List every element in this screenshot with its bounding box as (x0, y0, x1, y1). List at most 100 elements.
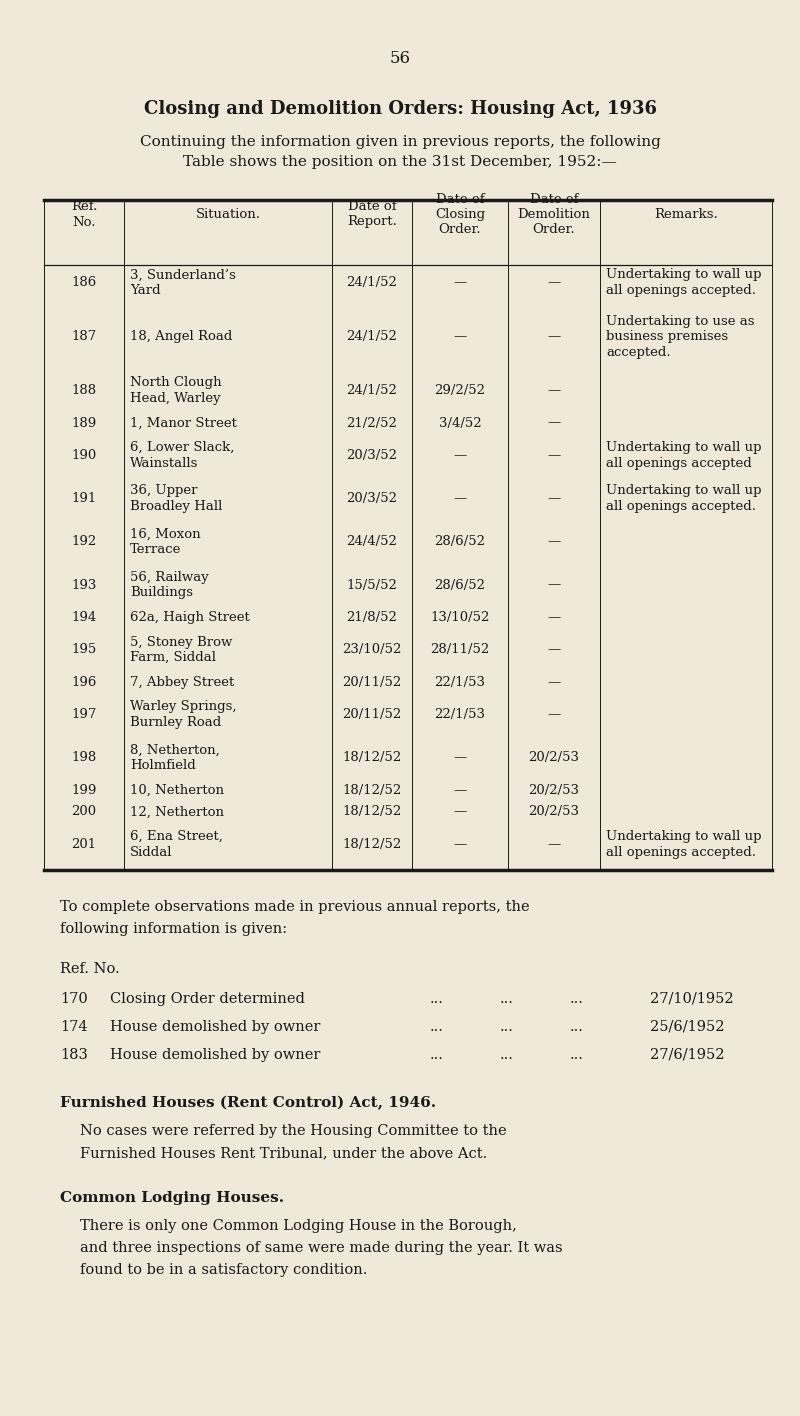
Text: —: — (547, 384, 561, 396)
Text: Undertaking to wall up
all openings accepted: Undertaking to wall up all openings acce… (606, 442, 762, 470)
Text: 22/1/53: 22/1/53 (434, 708, 486, 721)
Text: No cases were referred by the Housing Committee to the: No cases were referred by the Housing Co… (80, 1124, 506, 1138)
Text: 24/4/52: 24/4/52 (346, 535, 398, 548)
Text: —: — (454, 784, 466, 797)
Text: 20/2/53: 20/2/53 (529, 806, 579, 818)
Text: Ref. No.: Ref. No. (60, 961, 120, 976)
Text: 197: 197 (71, 708, 97, 721)
Text: Warley Springs,
Burnley Road: Warley Springs, Burnley Road (130, 701, 237, 729)
Text: 3, Sunderland’s
Yard: 3, Sunderland’s Yard (130, 269, 236, 297)
Text: 199: 199 (71, 784, 97, 797)
Text: 20/11/52: 20/11/52 (342, 675, 402, 688)
Text: Common Lodging Houses.: Common Lodging Houses. (60, 1191, 284, 1205)
Text: —: — (547, 535, 561, 548)
Text: 18/12/52: 18/12/52 (342, 752, 402, 765)
Text: 5, Stoney Brow
Farm, Siddal: 5, Stoney Brow Farm, Siddal (130, 636, 232, 664)
Text: 18/12/52: 18/12/52 (342, 838, 402, 851)
Text: 198: 198 (71, 752, 97, 765)
Text: found to be in a satisfactory condition.: found to be in a satisfactory condition. (80, 1263, 367, 1277)
Text: Undertaking to wall up
all openings accepted.: Undertaking to wall up all openings acce… (606, 830, 762, 858)
Text: 6, Lower Slack,
Wainstalls: 6, Lower Slack, Wainstalls (130, 442, 234, 470)
Text: 20/3/52: 20/3/52 (346, 493, 398, 506)
Text: ...: ... (500, 1020, 514, 1034)
Text: 25/6/1952: 25/6/1952 (650, 1020, 725, 1034)
Text: 18, Angel Road: 18, Angel Road (130, 330, 232, 343)
Text: —: — (547, 449, 561, 462)
Text: —: — (454, 449, 466, 462)
Text: Undertaking to wall up
all openings accepted.: Undertaking to wall up all openings acce… (606, 484, 762, 513)
Text: North Clough
Head, Warley: North Clough Head, Warley (130, 377, 222, 405)
Text: ...: ... (430, 1020, 444, 1034)
Text: 192: 192 (71, 535, 97, 548)
Text: 21/2/52: 21/2/52 (346, 416, 398, 429)
Text: 20/3/52: 20/3/52 (346, 449, 398, 462)
Text: There is only one Common Lodging House in the Borough,: There is only one Common Lodging House i… (80, 1219, 517, 1233)
Text: 191: 191 (71, 493, 97, 506)
Text: 28/11/52: 28/11/52 (430, 643, 490, 657)
Text: Situation.: Situation. (195, 208, 261, 221)
Text: 201: 201 (71, 838, 97, 851)
Text: 1, Manor Street: 1, Manor Street (130, 416, 237, 429)
Text: 20/11/52: 20/11/52 (342, 708, 402, 721)
Text: Table shows the position on the 31st December, 1952:—: Table shows the position on the 31st Dec… (183, 154, 617, 169)
Text: Date of
Closing
Order.: Date of Closing Order. (435, 193, 485, 236)
Text: Continuing the information given in previous reports, the following: Continuing the information given in prev… (139, 135, 661, 149)
Text: —: — (547, 708, 561, 721)
Text: 8, Netherton,
Holmfield: 8, Netherton, Holmfield (130, 743, 220, 772)
Text: 7, Abbey Street: 7, Abbey Street (130, 675, 234, 688)
Text: 27/6/1952: 27/6/1952 (650, 1048, 725, 1062)
Text: To complete observations made in previous annual reports, the: To complete observations made in previou… (60, 901, 530, 913)
Text: ...: ... (430, 993, 444, 1005)
Text: —: — (454, 752, 466, 765)
Text: ...: ... (500, 1048, 514, 1062)
Text: 193: 193 (71, 579, 97, 592)
Text: 23/10/52: 23/10/52 (342, 643, 402, 657)
Text: 28/6/52: 28/6/52 (434, 535, 486, 548)
Text: Furnished Houses (Rent Control) Act, 1946.: Furnished Houses (Rent Control) Act, 194… (60, 1096, 436, 1110)
Text: —: — (547, 276, 561, 289)
Text: 62a, Haigh Street: 62a, Haigh Street (130, 612, 250, 624)
Text: and three inspections of same were made during the year. It was: and three inspections of same were made … (80, 1240, 562, 1255)
Text: 22/1/53: 22/1/53 (434, 675, 486, 688)
Text: 18/12/52: 18/12/52 (342, 806, 402, 818)
Text: 28/6/52: 28/6/52 (434, 579, 486, 592)
Text: —: — (454, 838, 466, 851)
Text: —: — (454, 330, 466, 343)
Text: ...: ... (570, 1020, 584, 1034)
Text: —: — (547, 416, 561, 429)
Text: 190: 190 (71, 449, 97, 462)
Text: 20/2/53: 20/2/53 (529, 752, 579, 765)
Text: 174: 174 (60, 1020, 88, 1034)
Text: Remarks.: Remarks. (654, 208, 718, 221)
Text: —: — (454, 806, 466, 818)
Text: ...: ... (570, 1048, 584, 1062)
Text: 13/10/52: 13/10/52 (430, 612, 490, 624)
Text: 20/2/53: 20/2/53 (529, 784, 579, 797)
Text: 36, Upper
Broadley Hall: 36, Upper Broadley Hall (130, 484, 222, 513)
Text: 56: 56 (390, 50, 410, 67)
Text: 10, Netherton: 10, Netherton (130, 784, 224, 797)
Text: —: — (547, 612, 561, 624)
Text: 187: 187 (71, 330, 97, 343)
Text: 18/12/52: 18/12/52 (342, 784, 402, 797)
Text: 196: 196 (71, 675, 97, 688)
Text: 200: 200 (71, 806, 97, 818)
Text: Ref.
No.: Ref. No. (71, 201, 97, 228)
Text: ...: ... (570, 993, 584, 1005)
Text: —: — (547, 643, 561, 657)
Text: 24/1/52: 24/1/52 (346, 384, 398, 396)
Text: 3/4/52: 3/4/52 (438, 416, 482, 429)
Text: 15/5/52: 15/5/52 (346, 579, 398, 592)
Text: Closing and Demolition Orders: Housing Act, 1936: Closing and Demolition Orders: Housing A… (143, 101, 657, 118)
Text: —: — (547, 493, 561, 506)
Text: 21/8/52: 21/8/52 (346, 612, 398, 624)
Text: —: — (454, 276, 466, 289)
Text: ...: ... (430, 1048, 444, 1062)
Text: 56, Railway
Buildings: 56, Railway Buildings (130, 571, 209, 599)
Text: Date ef
Demolition
Order.: Date ef Demolition Order. (518, 193, 590, 236)
Text: 12, Netherton: 12, Netherton (130, 806, 224, 818)
Text: 194: 194 (71, 612, 97, 624)
Text: Closing Order determined: Closing Order determined (110, 993, 305, 1005)
Text: 170: 170 (60, 993, 88, 1005)
Text: House demolished by owner: House demolished by owner (110, 1020, 320, 1034)
